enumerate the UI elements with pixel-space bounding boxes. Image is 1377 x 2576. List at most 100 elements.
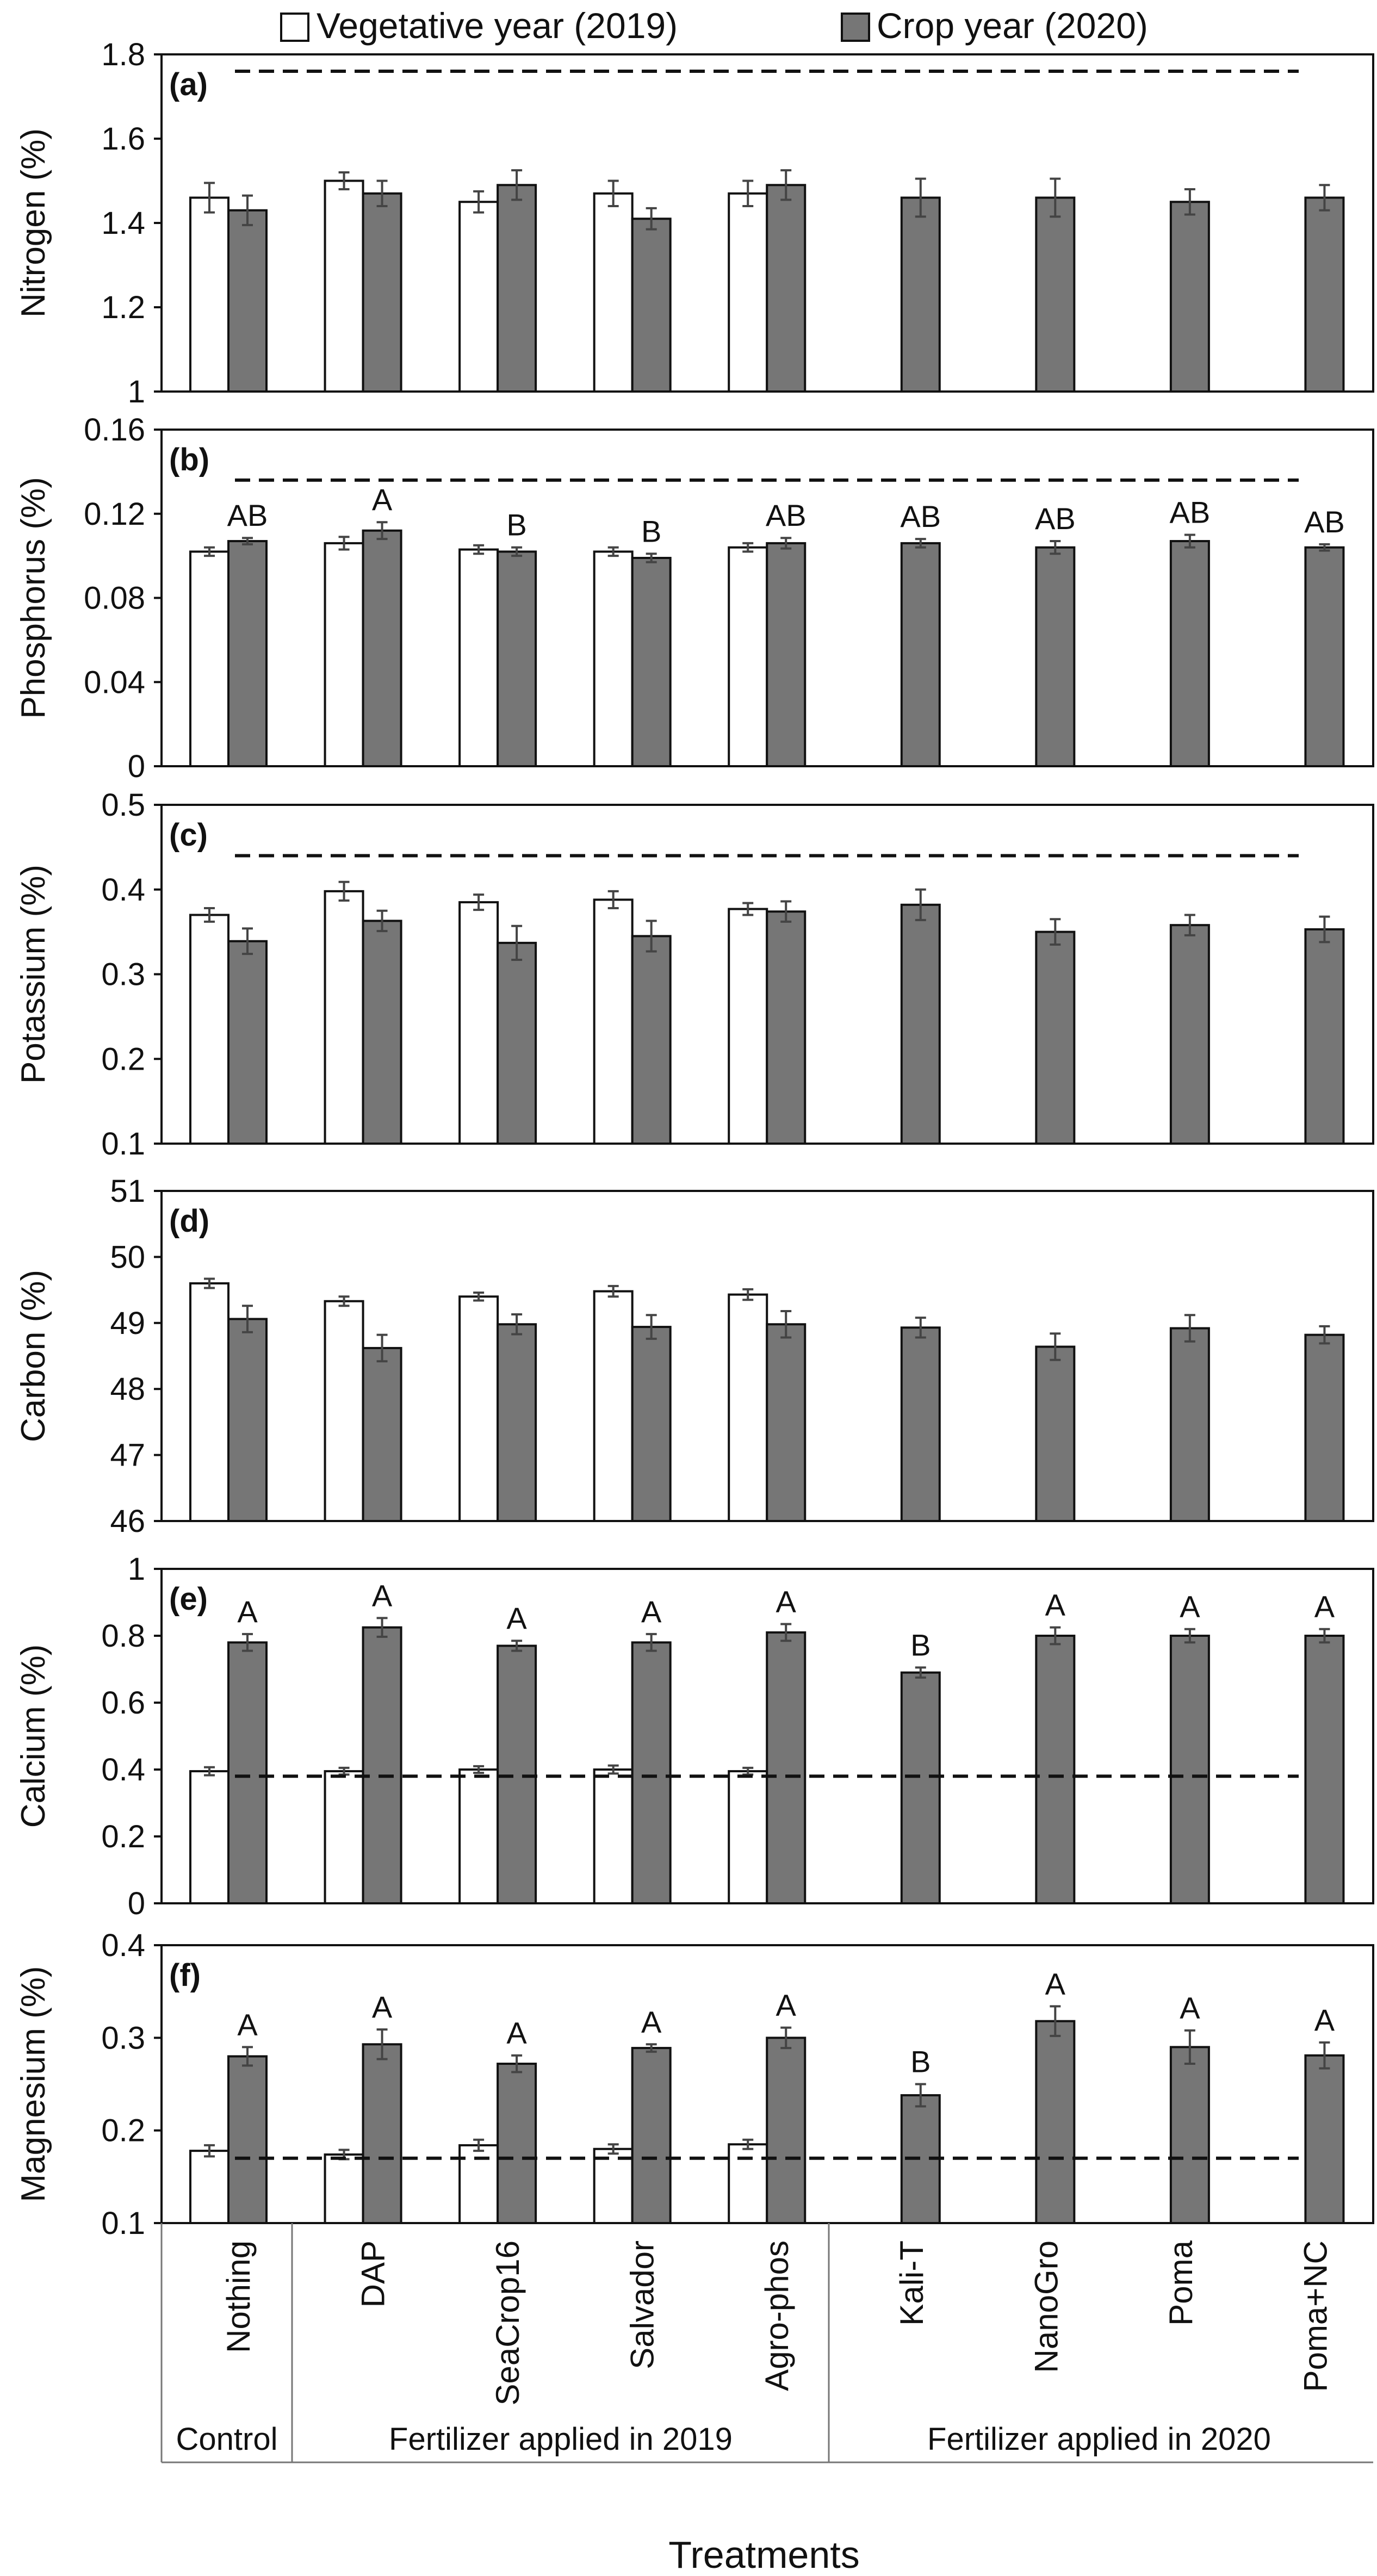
bar-crop — [362, 2043, 402, 2224]
bar-vegetative — [593, 898, 634, 1145]
y-tick-label: 48 — [110, 1371, 145, 1407]
bar-crop — [631, 556, 672, 768]
bar-vegetative — [189, 196, 230, 393]
group-label: Fertilizer applied in 2019 — [389, 2422, 733, 2457]
significance-letter: A — [237, 2007, 258, 2041]
y-tick-label: 1.8 — [101, 37, 145, 72]
bar-vegetative — [189, 914, 230, 1145]
legend: Vegetative year (2019) Crop year (2020) — [280, 5, 1148, 46]
bar-crop — [1304, 928, 1345, 1145]
bar-vegetative — [458, 1768, 499, 1904]
y-tick-label: 0.3 — [101, 2020, 145, 2056]
category-label: Kali-T — [894, 2240, 930, 2326]
y-tick-label: 1 — [128, 1551, 145, 1587]
bar-crop — [900, 196, 941, 393]
bar-crop — [1304, 1635, 1345, 1904]
significance-letter: B — [910, 1628, 931, 1662]
bar-vegetative — [728, 2143, 768, 2224]
y-tick-label: 0.04 — [84, 665, 145, 700]
significance-letter: A — [372, 482, 393, 517]
category-label: Nothing — [220, 2240, 257, 2353]
bar-vegetative — [458, 1295, 499, 1522]
y-tick-label: 1.6 — [101, 121, 145, 157]
y-tick-label: 0.5 — [101, 787, 145, 823]
legend-swatch-vegetative — [280, 13, 309, 42]
bar-crop — [1304, 1333, 1345, 1523]
y-tick-label: 0.12 — [84, 496, 145, 532]
bar-vegetative — [189, 2150, 230, 2224]
bar-crop — [631, 218, 672, 393]
y-axis-label: Nitrogen (%) — [15, 128, 52, 318]
bar-crop — [497, 1323, 537, 1523]
bar-vegetative — [728, 1770, 768, 1904]
panel-letter: (f) — [169, 1958, 201, 1993]
significance-letter: A — [1180, 1991, 1200, 2025]
significance-letter: A — [1180, 1590, 1200, 1624]
y-tick-label: 0.08 — [84, 581, 145, 616]
bar-crop — [1169, 540, 1210, 767]
significance-letter: A — [1045, 1588, 1066, 1622]
category-label: Salvador — [624, 2240, 661, 2369]
y-axis-label: Potassium (%) — [15, 865, 52, 1084]
significance-letter: A — [641, 2004, 662, 2039]
y-tick-label: 47 — [110, 1438, 145, 1473]
significance-letter: A — [1045, 1966, 1066, 2001]
y-tick-label: 0.8 — [101, 1618, 145, 1654]
bar-crop — [1169, 201, 1210, 393]
significance-letter: AB — [1035, 501, 1076, 536]
significance-letter: A — [372, 1578, 393, 1612]
category-axis: Nothing DAP SeaCrop16 Salvador Agro-phos Kali… — [160, 2223, 1373, 2463]
bar-crop — [1304, 2054, 1345, 2225]
category-label: Poma — [1163, 2240, 1199, 2325]
y-tick-label: 0.2 — [101, 1819, 145, 1854]
panel-5: 0 0.2 0.4 0.6 0.8 1 Calcium (%) (e) A A A A A B A A A — [15, 1551, 1374, 1921]
panel-3: 0.1 0.2 0.3 0.4 0.5 Potassium (%) (c) — [15, 787, 1374, 1162]
significance-letter: A — [641, 1594, 662, 1629]
bar-crop — [1169, 924, 1210, 1145]
bar-crop — [1035, 930, 1076, 1145]
bar-crop — [362, 1626, 402, 1904]
bar-crop — [1035, 2020, 1076, 2224]
bar-vegetative — [324, 179, 364, 393]
bar-crop — [227, 540, 268, 767]
bar-vegetative — [189, 550, 230, 767]
bar-crop — [631, 1641, 672, 1905]
panels: 1 1.2 1.4 1.6 1.8 Nitrogen (%) (a) 0 0.04 0.08 0.1… — [15, 37, 1374, 2241]
bar-vegetative — [458, 548, 499, 767]
y-tick-label: 1.2 — [101, 290, 145, 325]
bar-crop — [362, 192, 402, 393]
y-tick-label: 49 — [110, 1306, 145, 1341]
y-tick-label: 0.4 — [101, 872, 145, 908]
panel-letter: (a) — [169, 67, 208, 102]
bar-crop — [362, 529, 402, 767]
bar-crop — [631, 1326, 672, 1522]
y-tick-label: 0 — [128, 749, 145, 784]
bar-crop — [227, 940, 268, 1145]
category-label: Poma+NC — [1297, 2240, 1333, 2392]
significance-letter: AB — [1304, 505, 1345, 539]
significance-letter: AB — [900, 499, 941, 533]
bar-crop — [227, 1641, 268, 1905]
group-label: Control — [176, 2422, 278, 2457]
bar-crop — [631, 935, 672, 1145]
panel-4: 46 47 48 49 50 51 Carbon (%) (d) — [15, 1174, 1374, 1539]
category-label: Agro-phos — [759, 2240, 795, 2391]
bar-crop — [1035, 1345, 1076, 1522]
bar-vegetative — [728, 192, 768, 393]
bar-crop — [362, 1346, 402, 1522]
panel-1: 1 1.2 1.4 1.6 1.8 Nitrogen (%) (a) — [15, 37, 1374, 409]
bar-vegetative — [458, 901, 499, 1145]
y-tick-label: 0 — [128, 1886, 145, 1921]
category-label: SeaCrop16 — [489, 2240, 526, 2406]
legend-swatch-crop — [841, 13, 870, 42]
significance-letter: A — [237, 1594, 258, 1629]
bar-crop — [631, 2047, 672, 2225]
bar-crop — [497, 550, 537, 767]
y-axis-label: Magnesium (%) — [15, 1966, 52, 2202]
bar-vegetative — [324, 542, 364, 767]
bar-crop — [497, 184, 537, 393]
significance-letter: A — [776, 1584, 797, 1618]
bar-crop — [900, 1326, 941, 1523]
